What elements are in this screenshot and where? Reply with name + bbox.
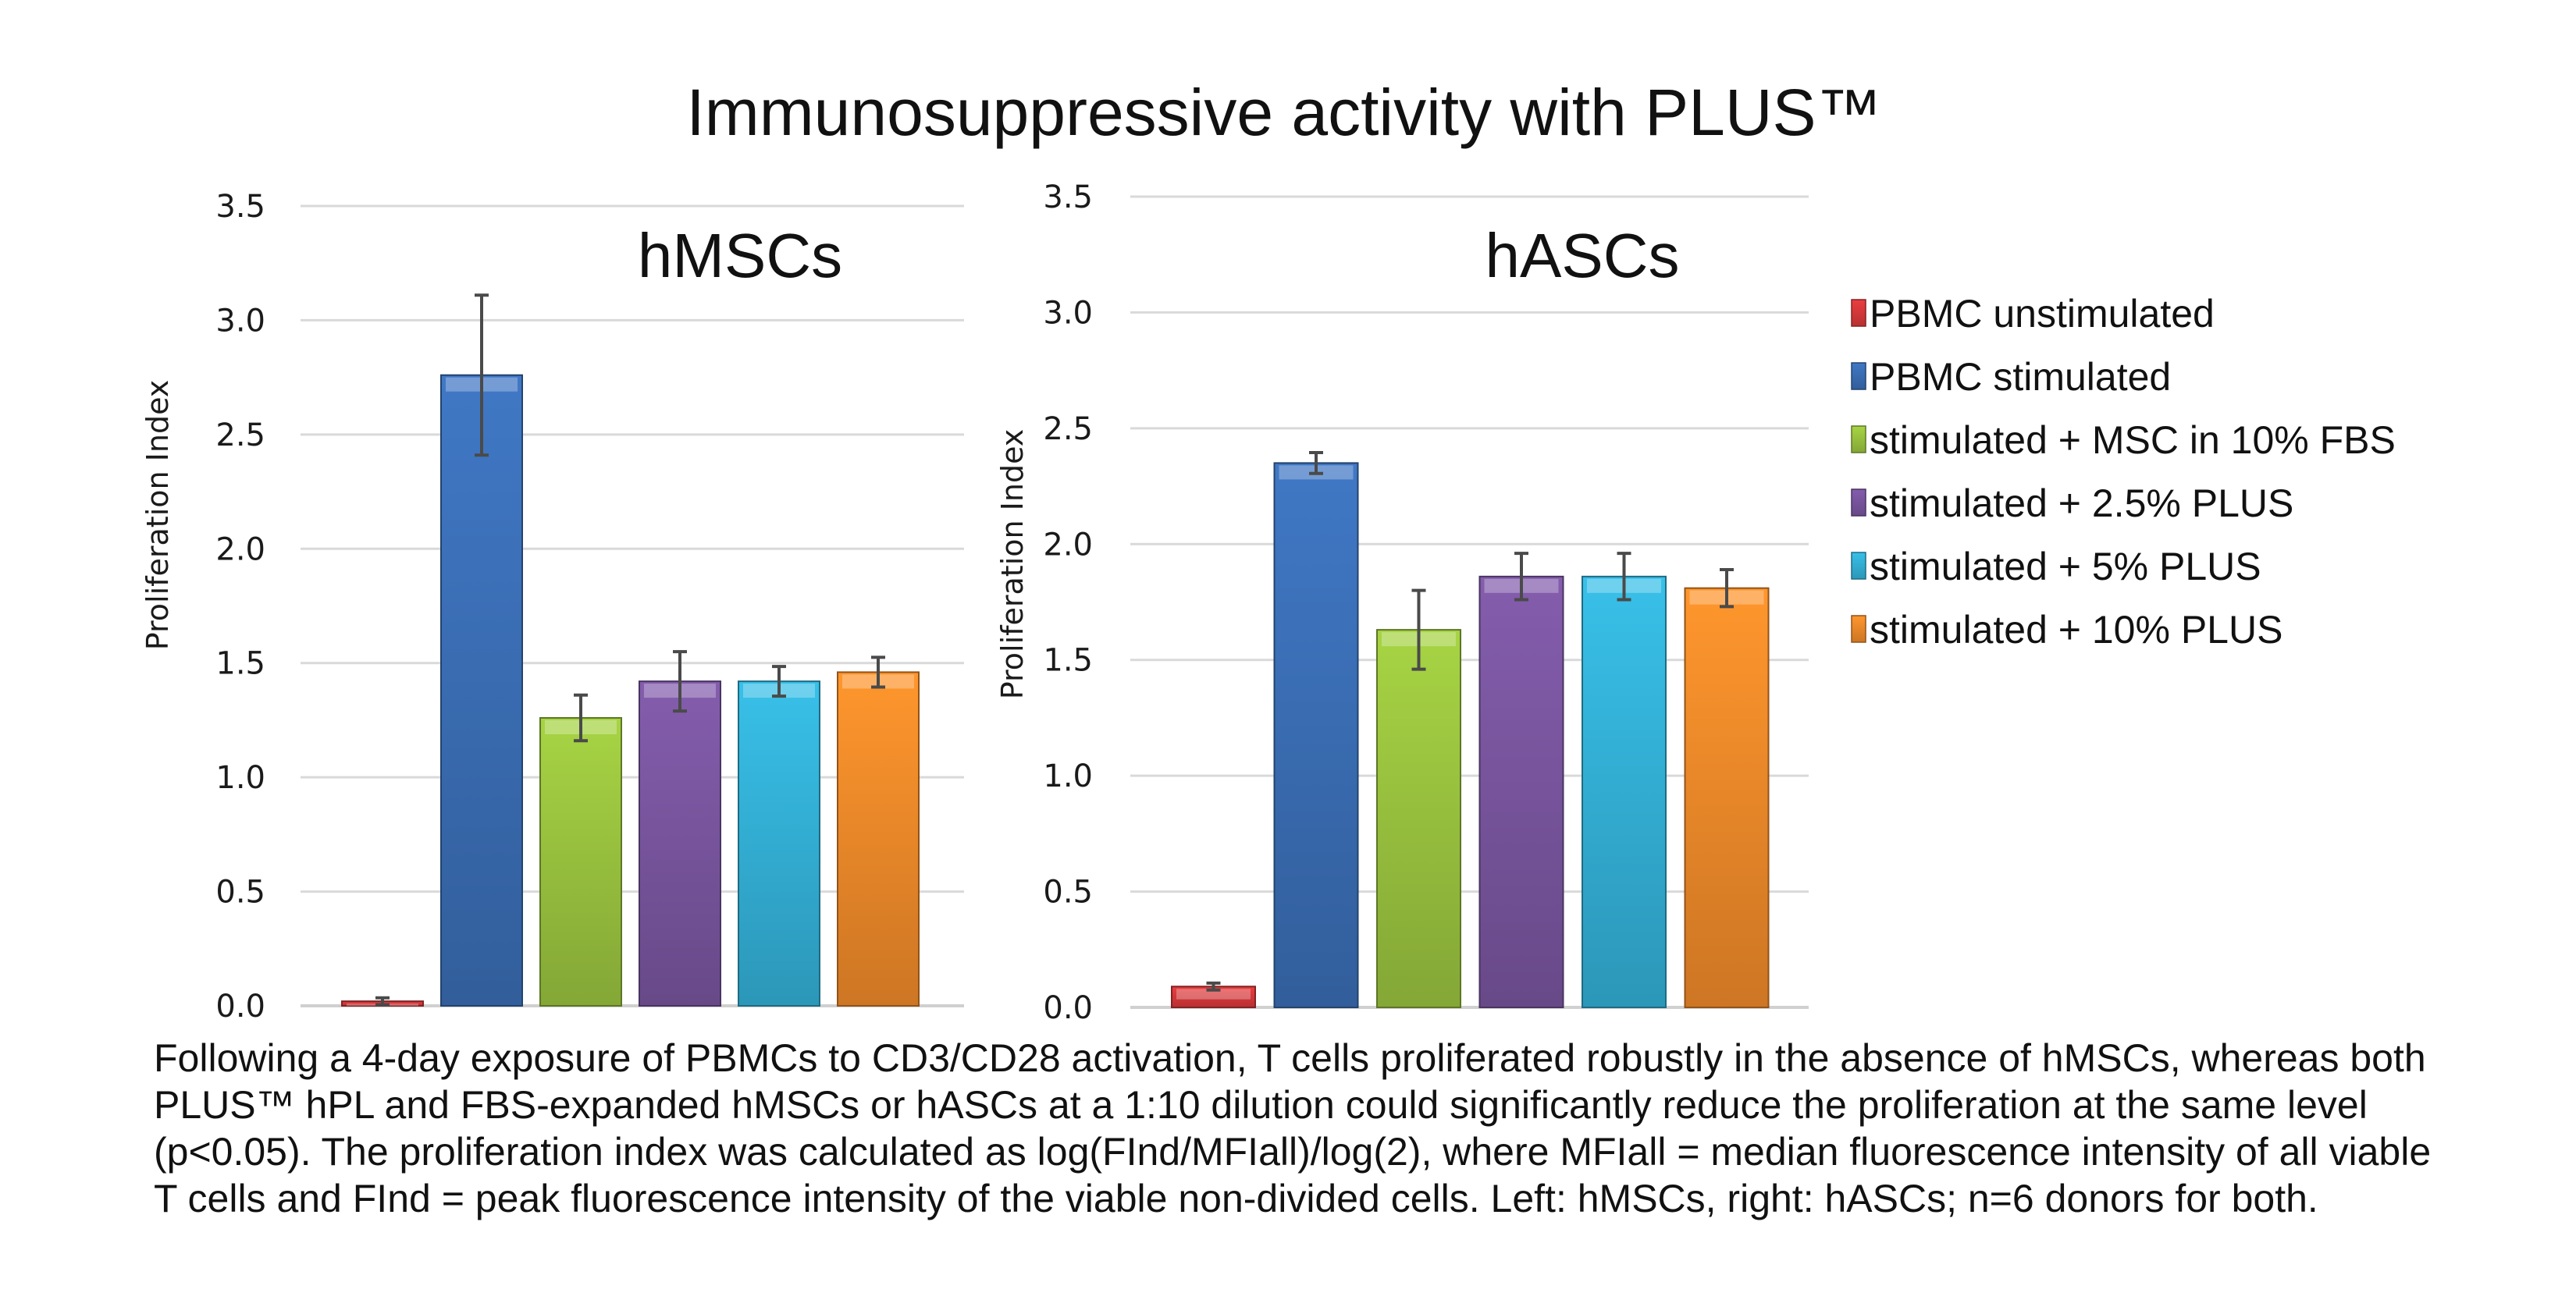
y-axis-label: Proliferation Index	[995, 429, 1030, 700]
bar-4	[1478, 575, 1564, 1008]
bar	[1478, 575, 1564, 1008]
legend-label: PBMC stimulated	[1870, 355, 2171, 399]
bars	[1171, 462, 1770, 1008]
y-tick-label: 0.0	[1043, 990, 1093, 1026]
bar-3	[539, 717, 622, 1007]
bar	[440, 374, 523, 1007]
y-tick-label: 1.0	[215, 760, 265, 796]
y-tick-label: 0.5	[1043, 875, 1093, 911]
legend-item: PBMC stimulated	[1851, 355, 2171, 399]
y-tick-label: 2.0	[1043, 527, 1093, 563]
y-tick-label: 3.0	[1043, 295, 1093, 331]
error-bars	[375, 293, 885, 1007]
legend: PBMC unstimulated PBMC stimulated stimulat…	[1851, 292, 2396, 652]
y-tick-label: 2.0	[215, 531, 265, 567]
y-tick-label: 1.5	[215, 646, 265, 682]
error-bar-5	[772, 665, 786, 698]
legend-label: PBMC unstimulated	[1870, 292, 2215, 336]
error-bar-5	[1617, 552, 1631, 602]
y-tick-labels: 0.0 0.5 1.0 1.5 2.0 2.5 3.0 3.5	[1043, 179, 1093, 1026]
caption-line: PLUS™ hPL and FBS-expanded hMSCs or hASC…	[154, 1083, 2368, 1127]
legend-label: stimulated + 2.5% PLUS	[1870, 481, 2293, 525]
error-bar-1	[375, 996, 390, 1007]
bar-5	[738, 680, 820, 1007]
figure-caption: Following a 4-day exposure of PBMCs to C…	[154, 1035, 2496, 1222]
legend-item: stimulated + 2.5% PLUS	[1851, 481, 2293, 525]
chart-title: hMSCs	[638, 221, 842, 290]
legend-item: stimulated + MSC in 10% FBS	[1851, 418, 2396, 462]
error-bar-4	[673, 650, 687, 713]
chart-title: hASCs	[1485, 221, 1680, 290]
legend-swatch	[1851, 299, 1866, 327]
bar-highlight	[1176, 989, 1251, 1000]
chart-hascs: 0.0 0.5 1.0 1.5 2.0 2.5 3.0 3.5 Proliferation I…	[995, 179, 1809, 1026]
y-tick-label: 0.5	[215, 875, 265, 911]
bar	[1684, 587, 1770, 1008]
legend-item: PBMC unstimulated	[1851, 292, 2215, 336]
y-axis-label: Proliferation Index	[141, 380, 175, 651]
bar	[1376, 629, 1461, 1008]
error-bar-1	[1206, 981, 1221, 992]
legend-swatch	[1851, 425, 1866, 453]
bar-6	[1684, 587, 1770, 1008]
legend-swatch	[1851, 488, 1866, 517]
legend-item: stimulated + 5% PLUS	[1851, 545, 2261, 588]
caption-line: T cells and FInd = peak fluorescence int…	[154, 1177, 2318, 1220]
error-bar-2	[1309, 451, 1323, 475]
chart-hmscs: 0.0 0.5 1.0 1.5 2.0 2.5 3.0 3.5 Proliferation I…	[141, 189, 964, 1025]
legend-swatch	[1851, 362, 1866, 390]
y-tick-label: 3.0	[215, 303, 265, 339]
y-tick-label: 0.0	[215, 989, 265, 1025]
legend-label: stimulated + 10% PLUS	[1870, 608, 2282, 652]
bar	[837, 671, 920, 1007]
error-bar-6	[1720, 567, 1734, 609]
legend-swatch	[1851, 615, 1866, 643]
y-tick-label: 1.5	[1043, 643, 1093, 679]
error-bar-3	[574, 693, 588, 743]
bar	[1273, 462, 1359, 1008]
y-tick-label: 3.5	[215, 189, 265, 225]
bar	[639, 680, 721, 1007]
legend-label: stimulated + MSC in 10% FBS	[1870, 418, 2396, 462]
y-tick-labels: 0.0 0.5 1.0 1.5 2.0 2.5 3.0 3.5	[215, 189, 265, 1025]
bar-2	[440, 374, 523, 1007]
bar-5	[1582, 575, 1667, 1008]
bar-6	[837, 671, 920, 1007]
bar-4	[639, 680, 721, 1007]
bar	[738, 680, 820, 1007]
error-bar-2	[475, 293, 489, 457]
caption-line: Following a 4-day exposure of PBMCs to C…	[154, 1036, 2426, 1080]
bar	[539, 717, 622, 1007]
legend-item: stimulated + 10% PLUS	[1851, 608, 2282, 652]
y-tick-label: 3.5	[1043, 179, 1093, 215]
y-tick-label: 2.5	[1043, 411, 1093, 447]
error-bar-4	[1514, 552, 1528, 602]
y-tick-label: 1.0	[1043, 758, 1093, 794]
caption-line: (p<0.05). The proliferation index was ca…	[154, 1130, 2432, 1174]
bar-2	[1273, 462, 1359, 1008]
error-bar-6	[871, 655, 885, 689]
bar	[1582, 575, 1667, 1008]
bar-3	[1376, 629, 1461, 1008]
error-bars	[1206, 451, 1734, 992]
legend-swatch	[1851, 552, 1866, 580]
figure-title: Immunosuppressive activity with PLUS™	[686, 76, 1881, 149]
bars	[341, 374, 920, 1007]
error-bar-3	[1411, 588, 1426, 671]
legend-label: stimulated + 5% PLUS	[1870, 545, 2261, 588]
bar-1	[1171, 986, 1256, 1008]
y-tick-label: 2.5	[215, 417, 265, 453]
